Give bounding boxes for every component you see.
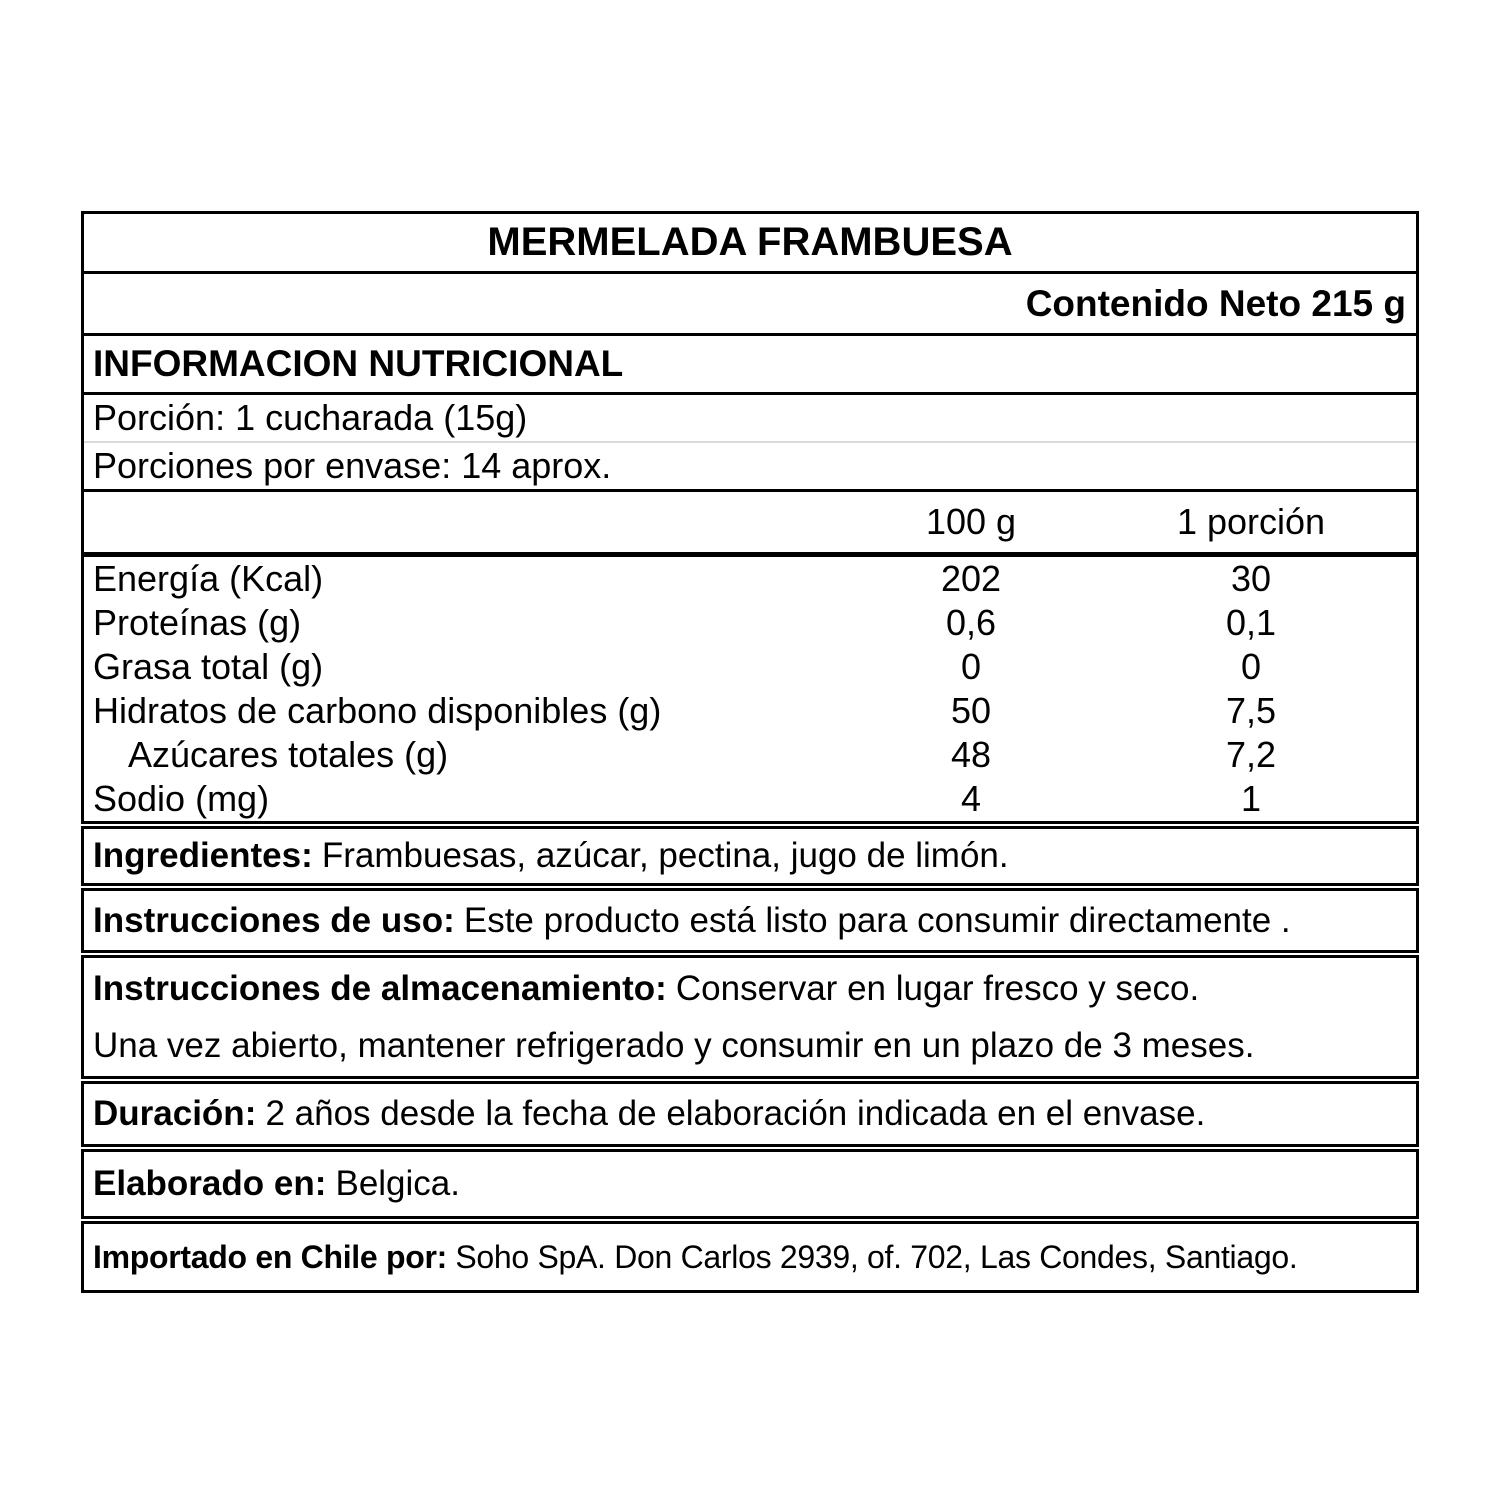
nutrition-label-sheet: MERMELADA FRAMBUESA Contenido Neto 215 g… xyxy=(81,211,1419,1293)
nutrient-label: Proteínas (g) xyxy=(93,602,302,643)
value-per-serving: 1 xyxy=(1240,778,1262,819)
section-text: Belgica. xyxy=(335,1164,460,1203)
section-label: Ingredientes: xyxy=(93,836,313,875)
section-origin: Elaborado en: Belgica. xyxy=(81,1149,1419,1219)
nutrient-row-hidratos: Hidratos de carbono disponibles (g) 50 7… xyxy=(84,689,1416,733)
value-per-serving: 0 xyxy=(1240,646,1262,687)
nutrition-header-row: INFORMACION NUTRICIONAL xyxy=(84,333,1416,392)
net-content-row: Contenido Neto 215 g xyxy=(84,271,1416,333)
nutrient-row-energia: Energía (Kcal) 202 30 xyxy=(84,557,1416,601)
section-label: Instrucciones de uso: xyxy=(93,900,455,940)
value-per-100g: 48 xyxy=(950,734,992,775)
value-per-100g: 0 xyxy=(960,646,982,687)
value-per-serving: 7,5 xyxy=(1225,690,1277,731)
serving-size: Porción: 1 cucharada (15g) xyxy=(93,397,528,438)
col-header-100g: 100 g xyxy=(925,501,1017,542)
storage-line-2: Una vez abierto, mantener refrigerado y … xyxy=(93,1025,1255,1065)
section-ingredients: Ingredientes: Frambuesas, azúcar, pectina… xyxy=(81,826,1419,886)
serving-size-row: Porción: 1 cucharada (15g) xyxy=(84,392,1416,441)
importer-line: Importado en Chile por: Soho SpA. Don Car… xyxy=(93,1239,1410,1276)
nutrient-label: Grasa total (g) xyxy=(93,646,324,687)
value-per-100g: 202 xyxy=(940,558,1002,599)
section-importer: Importado en Chile por: Soho SpA. Don Car… xyxy=(81,1221,1419,1293)
nutrient-row-sodio: Sodio (mg) 4 1 xyxy=(84,777,1416,821)
section-text: Conservar en lugar fresco y seco. xyxy=(675,968,1200,1008)
servings-per-container-row: Porciones por envase: 14 aprox. xyxy=(84,441,1416,489)
section-label: Importado en Chile por: xyxy=(93,1238,447,1275)
value-per-100g: 50 xyxy=(950,690,992,731)
value-per-100g: 0,6 xyxy=(945,602,997,643)
storage-line-1: Instrucciones de almacenamiento: Conserva… xyxy=(93,969,1410,1009)
net-content: Contenido Neto 215 g xyxy=(1025,282,1406,324)
nutrient-label: Energía (Kcal) xyxy=(93,558,324,599)
nutrient-label: Sodio (mg) xyxy=(93,778,270,819)
section-label: Instrucciones de almacenamiento: xyxy=(93,968,667,1008)
nutrient-label: Azúcares totales (g) xyxy=(128,734,449,775)
nutrition-facts-block: MERMELADA FRAMBUESA Contenido Neto 215 g… xyxy=(81,211,1419,824)
nutrients-table: Energía (Kcal) 202 30 Proteínas (g) 0,6 … xyxy=(84,552,1416,821)
value-per-serving: 30 xyxy=(1230,558,1272,599)
section-text: Este producto está listo para consumir d… xyxy=(463,900,1291,940)
product-title: MERMELADA FRAMBUESA xyxy=(487,220,1013,264)
duration-line: Duración: 2 años desde la fecha de elabor… xyxy=(93,1094,1410,1134)
value-per-serving: 0,1 xyxy=(1225,602,1277,643)
section-usage-instructions: Instrucciones de uso: Este producto está … xyxy=(81,888,1419,953)
section-text: 2 años desde la fecha de elaboración ind… xyxy=(265,1094,1206,1133)
section-storage-instructions: Instrucciones de almacenamiento: Conserva… xyxy=(81,955,1419,1079)
columns-header-row: 100 g 1 porción xyxy=(84,489,1416,552)
nutrient-row-proteinas: Proteínas (g) 0,6 0,1 xyxy=(84,601,1416,645)
nutrient-label: Hidratos de carbono disponibles (g) xyxy=(93,690,662,731)
ingredients-line: Ingredientes: Frambuesas, azúcar, pectina… xyxy=(93,836,1410,876)
section-label: Elaborado en: xyxy=(93,1164,327,1203)
value-per-100g: 4 xyxy=(960,778,982,819)
value-per-serving: 7,2 xyxy=(1225,734,1277,775)
section-label: Duración: xyxy=(93,1094,257,1133)
servings-per-container: Porciones por envase: 14 aprox. xyxy=(93,445,612,486)
section-duration: Duración: 2 años desde la fecha de elabor… xyxy=(81,1081,1419,1147)
usage-line: Instrucciones de uso: Este producto está … xyxy=(93,901,1410,941)
nutrient-row-grasa: Grasa total (g) 0 0 xyxy=(84,645,1416,689)
origin-line: Elaborado en: Belgica. xyxy=(93,1164,1410,1204)
section-text: Soho SpA. Don Carlos 2939, of. 702, Las … xyxy=(455,1238,1298,1275)
section-text: Frambuesas, azúcar, pectina, jugo de lim… xyxy=(321,836,1009,875)
nutrition-header: INFORMACION NUTRICIONAL xyxy=(93,343,624,384)
title-row: MERMELADA FRAMBUESA xyxy=(84,214,1416,271)
col-header-porcion: 1 porción xyxy=(1176,501,1326,542)
nutrient-row-azucares: Azúcares totales (g) 48 7,2 xyxy=(84,733,1416,777)
